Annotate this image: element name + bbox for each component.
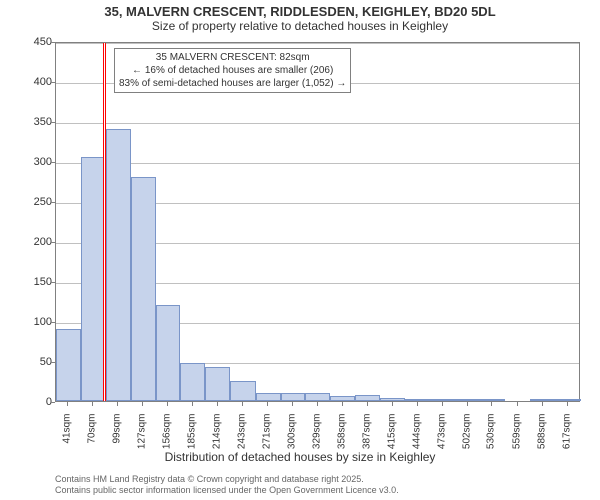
histogram-bar: [305, 393, 330, 401]
histogram-bar: [430, 399, 455, 401]
histogram-bar: [131, 177, 156, 401]
footnote-line-1: Contains HM Land Registry data © Crown c…: [55, 474, 399, 485]
annotation-line: ← 16% of detached houses are smaller (20…: [119, 64, 346, 77]
histogram-bar: [205, 367, 230, 401]
x-tick-mark: [517, 402, 518, 406]
x-tick-mark: [467, 402, 468, 406]
histogram-bar: [180, 363, 205, 401]
histogram-bar: [380, 398, 405, 401]
x-tick-label: 588sqm: [536, 414, 547, 454]
y-tick-mark: [51, 282, 55, 283]
x-tick-label: 502sqm: [462, 414, 473, 454]
chart-title-main: 35, MALVERN CRESCENT, RIDDLESDEN, KEIGHL…: [0, 0, 600, 19]
x-tick-mark: [317, 402, 318, 406]
x-tick-mark: [242, 402, 243, 406]
histogram-bar: [56, 329, 81, 401]
x-tick-label: 473sqm: [437, 414, 448, 454]
x-tick-label: 444sqm: [411, 414, 422, 454]
histogram-bar: [355, 395, 379, 401]
histogram-bar: [106, 129, 130, 401]
x-tick-label: 214sqm: [212, 414, 223, 454]
x-tick-label: 329sqm: [312, 414, 323, 454]
y-tick-mark: [51, 242, 55, 243]
x-tick-mark: [192, 402, 193, 406]
y-tick-mark: [51, 122, 55, 123]
grid-line: [56, 123, 579, 124]
x-tick-mark: [567, 402, 568, 406]
x-tick-label: 271sqm: [261, 414, 272, 454]
plot-area: 35 MALVERN CRESCENT: 82sqm← 16% of detac…: [55, 42, 580, 402]
x-tick-label: 41sqm: [62, 414, 73, 454]
x-tick-mark: [117, 402, 118, 406]
x-tick-mark: [342, 402, 343, 406]
x-tick-label: 559sqm: [511, 414, 522, 454]
histogram-bar: [455, 399, 480, 401]
y-tick-label: 150: [22, 276, 52, 288]
annotation-box: 35 MALVERN CRESCENT: 82sqm← 16% of detac…: [114, 48, 351, 93]
histogram-bar: [281, 393, 305, 401]
y-tick-mark: [51, 202, 55, 203]
y-tick-mark: [51, 362, 55, 363]
x-tick-mark: [67, 402, 68, 406]
y-tick-label: 0: [22, 396, 52, 408]
grid-line: [56, 43, 579, 44]
x-tick-label: 185sqm: [187, 414, 198, 454]
x-tick-mark: [417, 402, 418, 406]
y-tick-mark: [51, 82, 55, 83]
histogram-bar: [555, 399, 581, 401]
x-tick-label: 243sqm: [237, 414, 248, 454]
x-tick-mark: [392, 402, 393, 406]
histogram-bar: [405, 399, 430, 401]
grid-line: [56, 163, 579, 164]
histogram-bar: [480, 399, 504, 401]
y-tick-label: 450: [22, 36, 52, 48]
x-tick-label: 300sqm: [286, 414, 297, 454]
y-tick-label: 50: [22, 356, 52, 368]
x-tick-label: 156sqm: [161, 414, 172, 454]
x-tick-mark: [367, 402, 368, 406]
y-tick-mark: [51, 402, 55, 403]
y-tick-label: 400: [22, 76, 52, 88]
x-tick-label: 415sqm: [386, 414, 397, 454]
x-tick-mark: [292, 402, 293, 406]
x-tick-label: 358sqm: [337, 414, 348, 454]
x-tick-mark: [142, 402, 143, 406]
footnote: Contains HM Land Registry data © Crown c…: [55, 474, 399, 496]
y-tick-mark: [51, 42, 55, 43]
y-tick-mark: [51, 162, 55, 163]
histogram-bar: [230, 381, 255, 401]
y-tick-mark: [51, 322, 55, 323]
x-tick-label: 617sqm: [561, 414, 572, 454]
histogram-bar: [530, 399, 555, 401]
x-tick-mark: [267, 402, 268, 406]
annotation-line: 35 MALVERN CRESCENT: 82sqm: [119, 51, 346, 64]
x-tick-label: 127sqm: [136, 414, 147, 454]
y-tick-label: 100: [22, 316, 52, 328]
x-tick-label: 70sqm: [87, 414, 98, 454]
x-tick-label: 530sqm: [486, 414, 497, 454]
x-axis-label: Distribution of detached houses by size …: [0, 450, 600, 464]
marker-line: [105, 43, 106, 401]
chart-container: 35, MALVERN CRESCENT, RIDDLESDEN, KEIGHL…: [0, 0, 600, 500]
y-tick-label: 300: [22, 156, 52, 168]
histogram-bar: [256, 393, 281, 401]
x-tick-mark: [542, 402, 543, 406]
y-tick-label: 200: [22, 236, 52, 248]
y-tick-label: 350: [22, 116, 52, 128]
x-tick-mark: [491, 402, 492, 406]
x-tick-mark: [217, 402, 218, 406]
x-tick-mark: [167, 402, 168, 406]
footnote-line-2: Contains public sector information licen…: [55, 485, 399, 496]
x-tick-label: 387sqm: [362, 414, 373, 454]
y-tick-label: 250: [22, 196, 52, 208]
x-tick-mark: [92, 402, 93, 406]
x-tick-label: 99sqm: [112, 414, 123, 454]
x-tick-mark: [442, 402, 443, 406]
annotation-line: 83% of semi-detached houses are larger (…: [119, 77, 346, 90]
chart-title-sub: Size of property relative to detached ho…: [0, 19, 600, 35]
histogram-bar: [330, 396, 355, 401]
histogram-bar: [156, 305, 180, 401]
